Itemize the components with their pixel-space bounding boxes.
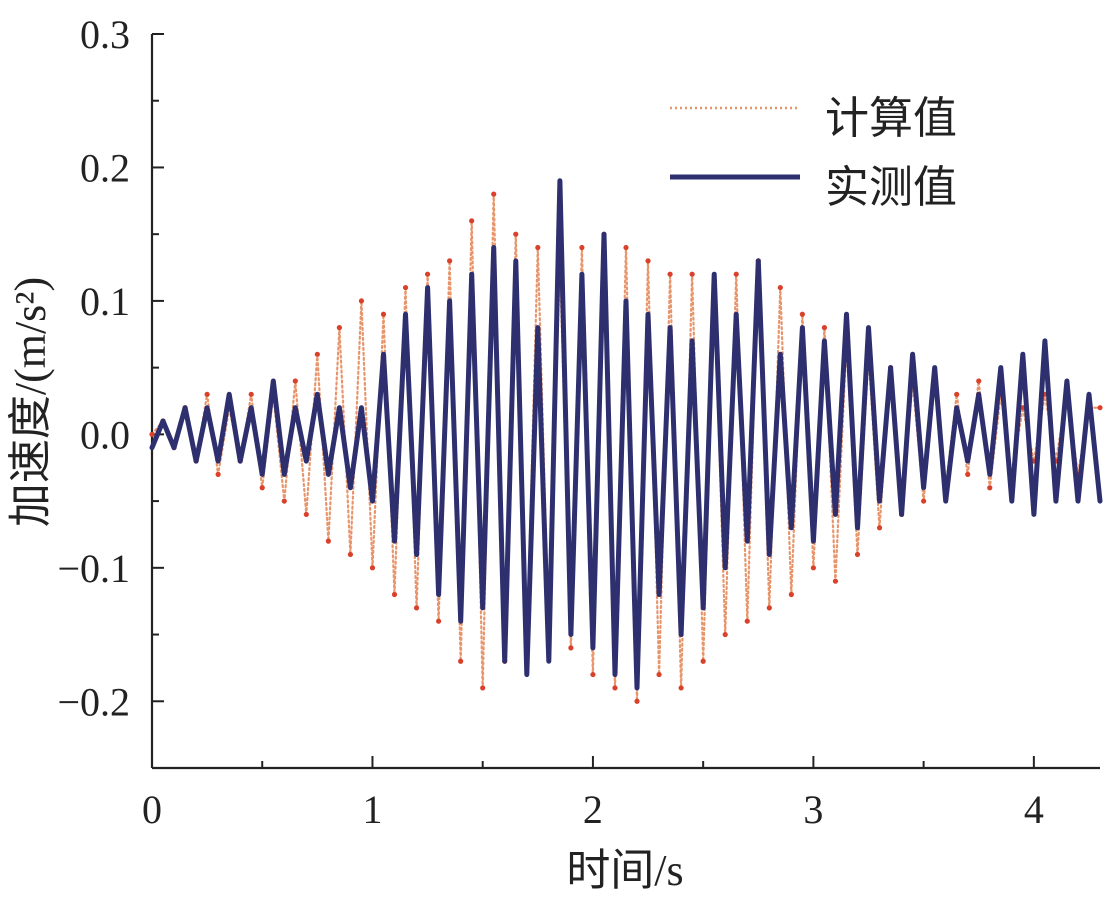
calculated-point bbox=[149, 431, 155, 437]
calculated-point bbox=[722, 631, 728, 638]
calculated-point bbox=[744, 618, 750, 624]
calculated-point bbox=[623, 244, 629, 251]
calculated-point bbox=[402, 284, 409, 291]
calculated-point bbox=[336, 325, 342, 331]
calculated-point bbox=[469, 218, 475, 224]
calculated-point bbox=[248, 391, 254, 397]
calculated-point bbox=[1097, 405, 1103, 411]
calculated-point bbox=[689, 271, 695, 277]
calculated-point bbox=[480, 685, 486, 691]
legend-label-measured: 实测值 bbox=[825, 163, 957, 212]
calculated-point bbox=[987, 485, 993, 491]
calculated-point bbox=[579, 244, 585, 251]
calculated-point bbox=[358, 298, 365, 304]
series-measured bbox=[149, 178, 1103, 691]
calculated-point bbox=[413, 605, 420, 611]
y-tick-label: 0.0 bbox=[80, 412, 130, 457]
calculated-point bbox=[204, 391, 210, 397]
calculated-point bbox=[292, 378, 298, 384]
calculated-point bbox=[667, 271, 673, 277]
calculated-point bbox=[568, 645, 574, 651]
x-tick-label: 2 bbox=[583, 787, 603, 832]
series-layer bbox=[149, 178, 1103, 704]
x-ticks: 0 1 2 3 4 bbox=[142, 756, 1044, 832]
calculated-point bbox=[733, 271, 739, 277]
calculated-point bbox=[612, 685, 618, 691]
calculated-point bbox=[965, 471, 971, 477]
calculated-point bbox=[832, 578, 839, 584]
calculated-point bbox=[876, 525, 883, 531]
calculated-point bbox=[491, 191, 497, 197]
calculated-point bbox=[921, 498, 927, 504]
calculated-point bbox=[700, 658, 706, 664]
calculated-point bbox=[535, 244, 541, 251]
calculated-point bbox=[215, 471, 221, 477]
calculated-point bbox=[810, 565, 816, 571]
calculated-point bbox=[314, 351, 320, 357]
calculated-point bbox=[634, 698, 640, 704]
calculated-point bbox=[777, 284, 783, 291]
calculated-point bbox=[303, 511, 309, 518]
calculated-point bbox=[513, 231, 519, 237]
calculated-point bbox=[678, 685, 684, 691]
series-calculated bbox=[149, 191, 1103, 704]
calculated-point bbox=[436, 618, 442, 624]
calculated-point bbox=[447, 258, 453, 264]
calculated-point bbox=[347, 551, 354, 558]
calculated-point bbox=[854, 551, 861, 558]
legend: 计算值 实测值 bbox=[670, 94, 957, 212]
calculated-line bbox=[150, 193, 1102, 703]
x-tick-label: 3 bbox=[803, 787, 823, 832]
y-tick-label: −0.1 bbox=[57, 546, 130, 591]
calculated-point bbox=[976, 378, 982, 384]
calculated-point bbox=[821, 325, 828, 331]
y-ticks: −0.2 −0.1 0.0 0.1 0.2 0.3 bbox=[57, 12, 164, 724]
y-axis-title: 加速度/(m/s²) bbox=[6, 277, 55, 527]
calculated-point bbox=[954, 391, 960, 397]
calculated-point bbox=[259, 485, 265, 491]
measured-line bbox=[149, 178, 1103, 691]
calculated-point bbox=[766, 605, 772, 611]
y-tick-label: −0.2 bbox=[57, 679, 130, 724]
calculated-point bbox=[645, 258, 651, 264]
calculated-point bbox=[424, 271, 431, 277]
calculated-point bbox=[281, 498, 287, 504]
calculated-point bbox=[369, 565, 376, 571]
calculated-point bbox=[391, 591, 398, 598]
y-tick-label: 0.1 bbox=[80, 279, 130, 324]
axes bbox=[150, 34, 1100, 770]
x-tick-label: 4 bbox=[1024, 787, 1044, 832]
calculated-point bbox=[656, 671, 662, 678]
y-tick-label: 0.3 bbox=[80, 12, 130, 57]
x-tick-label: 1 bbox=[362, 787, 382, 832]
x-axis-title: 时间/s bbox=[566, 846, 683, 895]
calculated-point bbox=[799, 311, 805, 317]
x-tick-label: 0 bbox=[142, 787, 162, 832]
calculated-point bbox=[458, 658, 464, 664]
calculated-point bbox=[325, 538, 331, 544]
calculated-point bbox=[788, 591, 794, 598]
calculated-point bbox=[380, 311, 387, 317]
calculated-point bbox=[590, 671, 596, 678]
legend-label-calculated: 计算值 bbox=[825, 94, 957, 143]
y-tick-label: 0.2 bbox=[80, 145, 130, 190]
